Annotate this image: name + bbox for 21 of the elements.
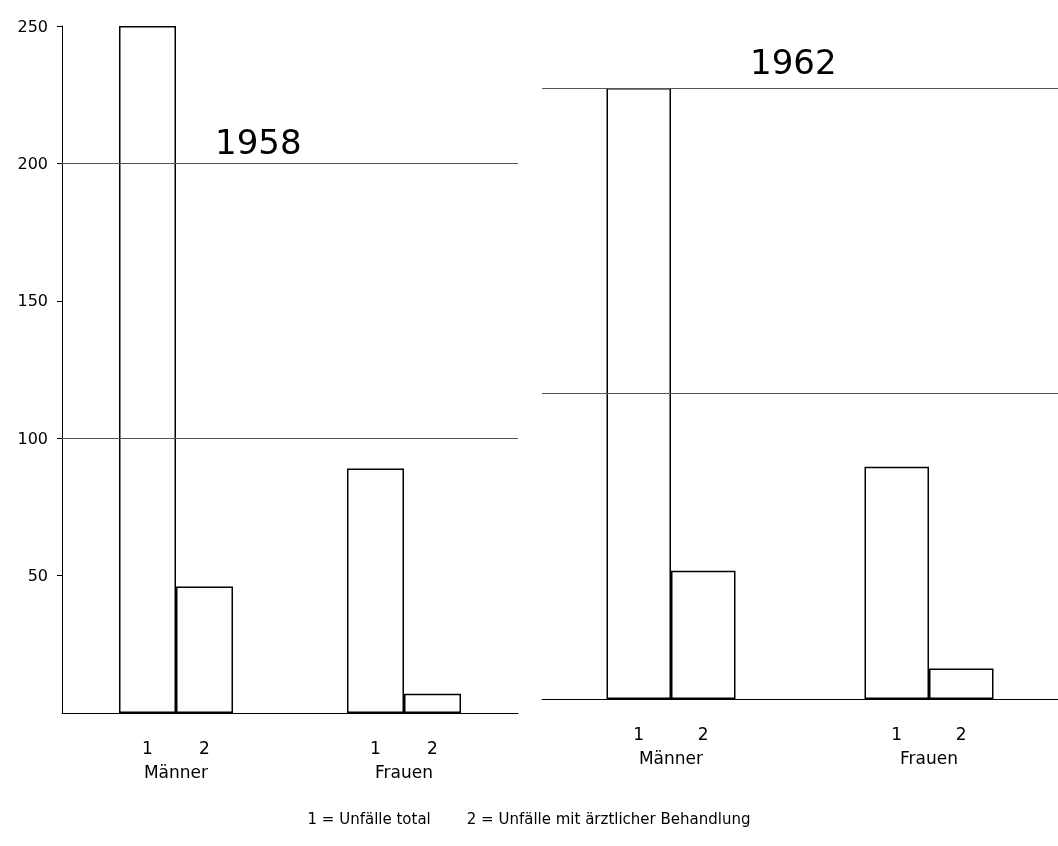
- y-tick-label: 150: [17, 291, 48, 311]
- x-tick-label: 1: [633, 723, 645, 744]
- x-tick-label: 2: [427, 737, 438, 758]
- x-tick-label: 1: [142, 737, 153, 758]
- x-tick-label: 2: [199, 737, 210, 758]
- text: Frauen: [375, 761, 433, 782]
- text: Frauen: [900, 747, 958, 768]
- chart-title: 1962: [750, 42, 837, 82]
- y-tick-label: 100: [17, 428, 48, 448]
- text: Männer: [638, 747, 704, 768]
- text: 1 = Unfälle total: [307, 810, 431, 828]
- y-tick-label: 50: [27, 566, 48, 586]
- y-tick-label: 250: [17, 16, 48, 36]
- x-tick-label: 2: [697, 723, 709, 744]
- y-tick-label: 200: [17, 153, 48, 173]
- x-tick-label: 2: [955, 723, 967, 744]
- text: Männer: [143, 761, 209, 782]
- x-tick-label: 1: [370, 737, 381, 758]
- x-tick-label: 1: [891, 723, 903, 744]
- text: 2 = Unfälle mit ärztlicher Behandlung: [466, 810, 751, 828]
- text: 1958: [215, 122, 302, 162]
